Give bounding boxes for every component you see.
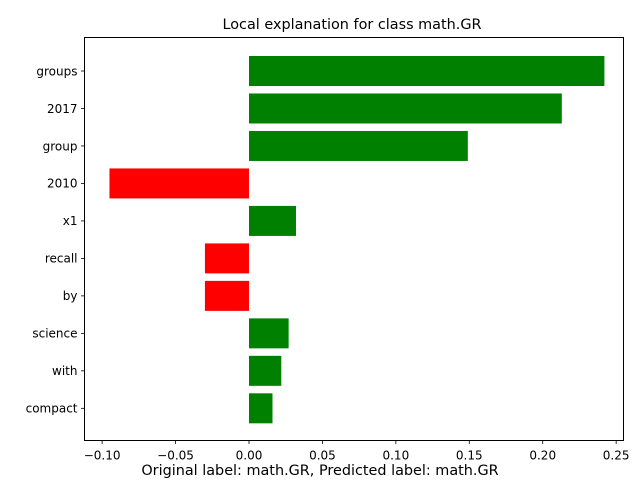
chart-caption: Original label: math.GR, Predicted label… bbox=[141, 463, 498, 479]
x-tick-label: −0.10 bbox=[84, 449, 121, 463]
y-tick-label: science bbox=[32, 327, 77, 341]
x-axis-ticks: −0.10 −0.05 0.00 0.05 0.10 0.15 0.20 0.25 bbox=[84, 440, 630, 463]
plot-frame bbox=[84, 37, 624, 441]
y-tick-label: x1 bbox=[63, 214, 78, 228]
y-tick-label: by bbox=[63, 289, 78, 303]
y-tick-label: 2017 bbox=[47, 102, 78, 116]
chart-title: Local explanation for class math.GR bbox=[222, 17, 481, 33]
bar-2017 bbox=[248, 93, 562, 124]
bar-with bbox=[248, 355, 282, 386]
x-tick-label: 0.00 bbox=[236, 449, 263, 463]
y-tick-label: compact bbox=[26, 402, 78, 416]
x-tick-label: 0.05 bbox=[309, 449, 336, 463]
bars-group bbox=[109, 56, 605, 424]
bar-groups bbox=[248, 56, 605, 86]
y-tick-label: groups bbox=[36, 64, 77, 78]
y-tick-label: 2010 bbox=[47, 177, 78, 191]
x-tick-label: 0.25 bbox=[603, 449, 630, 463]
y-axis-ticks: groups 2017 group 2010 x1 recall by science with… bbox=[26, 64, 85, 416]
y-tick-label: recall bbox=[45, 252, 78, 266]
y-tick-label: with bbox=[52, 364, 77, 378]
bar-compact bbox=[248, 393, 273, 424]
bar-recall bbox=[204, 243, 249, 274]
x-tick-label: 0.20 bbox=[529, 449, 556, 463]
x-tick-label: 0.10 bbox=[382, 449, 409, 463]
x-tick-label: 0.15 bbox=[456, 449, 483, 463]
x-tick-label: −0.05 bbox=[157, 449, 194, 463]
y-tick-label: group bbox=[43, 139, 78, 153]
bar-by bbox=[204, 280, 249, 311]
bar-science bbox=[248, 318, 289, 349]
bar-2010 bbox=[109, 168, 249, 199]
bar-group bbox=[248, 130, 468, 161]
bar-x1 bbox=[248, 205, 296, 236]
